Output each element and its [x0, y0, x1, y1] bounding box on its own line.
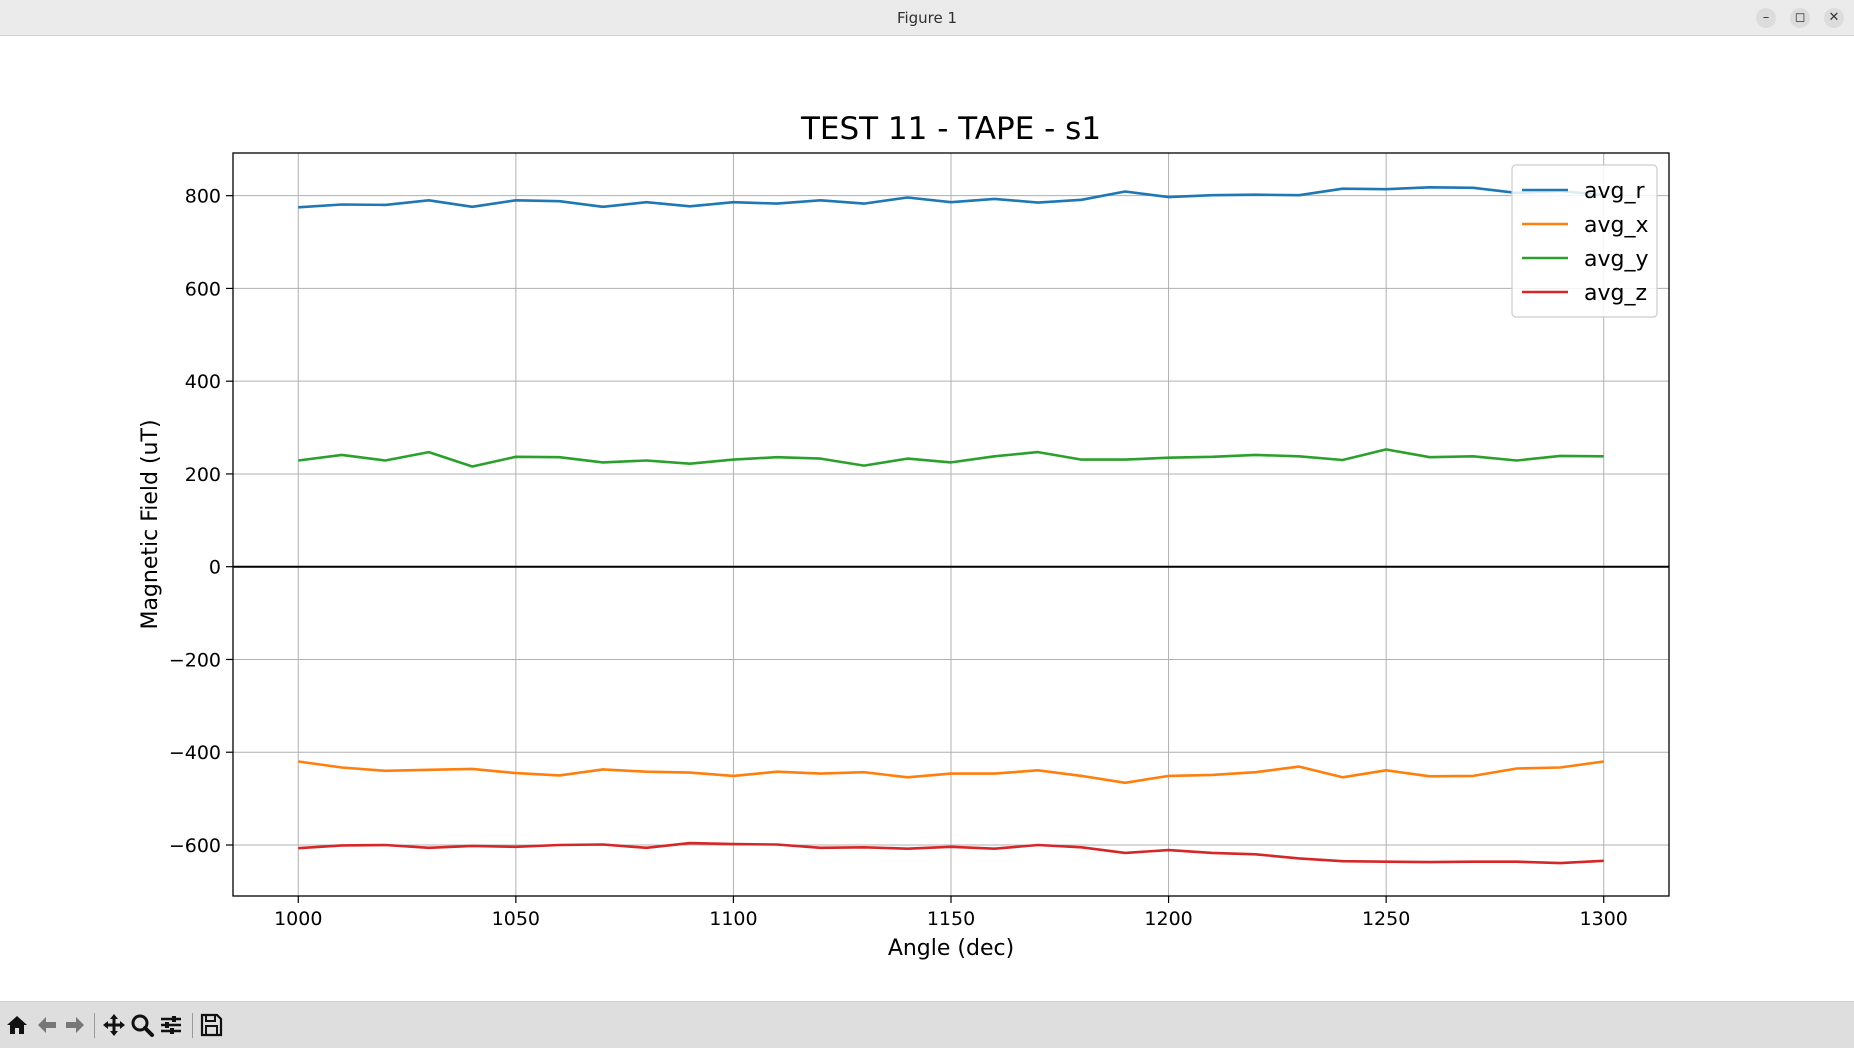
y-tick-label: −400 [169, 742, 221, 764]
window-titlebar: Figure 1 – ◻ ✕ [0, 0, 1854, 36]
figure-canvas[interactable]: 1000 1050 1100 1150 1200 1250 1300 −600 −400 −200… [0, 36, 1854, 1001]
y-axis-label: Magnetic Field (uT) [138, 419, 163, 629]
grid-lines [233, 153, 1669, 896]
y-tick-label: 200 [185, 464, 221, 486]
series-lines [298, 186, 1604, 865]
minimize-icon[interactable]: – [1756, 8, 1776, 28]
maximize-icon[interactable]: ◻ [1790, 8, 1810, 28]
series-line-avg_r [298, 186, 1604, 209]
y-tick-label: −600 [169, 835, 221, 857]
window-title: Figure 1 [896, 9, 958, 27]
legend: avg_r avg_x avg_y avg_z [1511, 164, 1658, 318]
x-tick-label: 1050 [492, 908, 540, 930]
x-axis-label: Angle (dec) [888, 936, 1014, 961]
chart-title: TEST 11 - TAPE - s1 [800, 111, 1101, 147]
series-line-avg_y [298, 448, 1604, 468]
navigation-toolbar [0, 1001, 1854, 1048]
close-icon[interactable]: ✕ [1824, 8, 1844, 28]
pan-icon[interactable] [100, 1011, 128, 1039]
forward-arrow-icon[interactable] [61, 1011, 89, 1039]
legend-label: avg_y [1584, 247, 1649, 272]
line-chart: 1000 1050 1100 1150 1200 1250 1300 −600 −400 −200… [138, 111, 1670, 961]
home-icon[interactable] [3, 1011, 31, 1039]
y-tick-label: 400 [185, 371, 221, 393]
y-tick-label: 800 [185, 186, 221, 208]
x-tick-label: 1200 [1144, 908, 1192, 930]
series-line-avg_z [298, 841, 1604, 865]
x-tick-label: 1150 [927, 908, 975, 930]
legend-label: avg_r [1584, 179, 1645, 204]
legend-frame [1511, 164, 1658, 318]
legend-label: avg_z [1584, 281, 1647, 306]
x-tick-label: 1300 [1580, 908, 1628, 930]
toolbar-separator [94, 1013, 95, 1038]
legend-entries: avg_r avg_x avg_y avg_z [1522, 179, 1649, 306]
configure-subplots-icon[interactable] [157, 1011, 185, 1039]
x-tick-label: 1100 [709, 908, 757, 930]
y-tick-label: 0 [209, 557, 221, 579]
legend-label: avg_x [1584, 213, 1649, 238]
y-tick-label: −200 [169, 649, 221, 671]
toolbar-separator [192, 1013, 193, 1038]
y-tick-label: 600 [185, 278, 221, 300]
back-arrow-icon[interactable] [33, 1011, 61, 1039]
x-tick-label: 1000 [274, 908, 322, 930]
save-icon[interactable] [197, 1011, 225, 1039]
axis-ticks: 1000 1050 1100 1150 1200 1250 1300 −600 −400 −200… [169, 186, 1628, 930]
zoom-icon[interactable] [128, 1011, 156, 1039]
x-tick-label: 1250 [1362, 908, 1410, 930]
series-line-avg_x [298, 760, 1604, 785]
